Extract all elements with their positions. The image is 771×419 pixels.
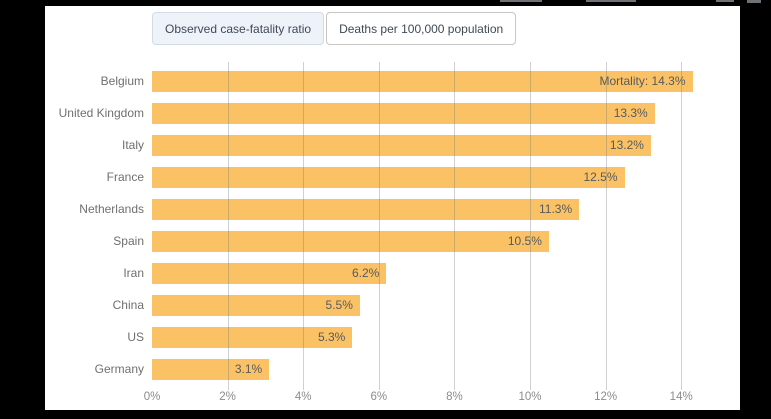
category-axis: Belgium United Kingdom Italy France Netherla… [45, 6, 148, 410]
plot-area: Mortality: 14.3% 13.3% 13.2% 12.5% 11.3% 10.5… [144, 6, 740, 410]
category-label-italy: Italy [121, 138, 144, 152]
x-axis-tick-10pct: 10% [518, 391, 542, 403]
metric-toggle-group: Observed case-fatality ratio Deaths per … [152, 12, 517, 45]
bar-us[interactable]: 5.3% [152, 327, 353, 348]
bar-value-label-netherlands: 11.3% [538, 202, 573, 216]
cropped-text-fragment [747, 0, 761, 3]
bar-united-kingdom[interactable]: 13.3% [152, 103, 655, 124]
bar-value-label-iran: 6.2% [352, 266, 380, 280]
x-axis-tick-0pct: 0% [143, 391, 161, 403]
gridline-14pct [681, 62, 683, 390]
bar-germany[interactable]: 3.1% [152, 359, 270, 380]
tab-observed-case-fatality-ratio[interactable]: Observed case-fatality ratio [152, 12, 325, 45]
gridline-12pct [605, 62, 607, 390]
bar-value-label-france: 12.5% [583, 170, 618, 184]
cropped-text-fragment [716, 0, 734, 2]
tab-deaths-per-100000-population[interactable]: Deaths per 100,000 population [326, 12, 517, 45]
gridline-10pct [530, 62, 531, 390]
category-label-united-kingdom: United Kingdom [58, 106, 144, 120]
bar-netherlands[interactable]: 11.3% [152, 199, 580, 220]
category-label-belgium: Belgium [100, 74, 144, 88]
cropped-text-fragment [586, 0, 636, 2]
bar-value-label-united-kingdom: 13.3% [613, 106, 648, 120]
cropped-text-fragment [500, 0, 542, 2]
bar-italy[interactable]: 13.2% [152, 135, 651, 156]
chart-panel: Observed case-fatality ratio Deaths per … [45, 6, 740, 410]
bar-value-label-belgium: Mortality: 14.3% [599, 74, 686, 88]
x-axis-tick-4pct: 4% [294, 391, 312, 403]
gridline-6pct [378, 62, 380, 390]
category-label-netherlands: Netherlands [79, 202, 144, 216]
category-label-us: US [127, 330, 144, 344]
x-axis-tick-2pct: 2% [219, 391, 236, 403]
bar-spain[interactable]: 10.5% [152, 231, 549, 252]
category-label-spain: Spain [113, 234, 144, 248]
bar-value-label-spain: 10.5% [507, 234, 542, 248]
bar-belgium[interactable]: Mortality: 14.3% [152, 71, 693, 92]
gridline-8pct [454, 62, 456, 390]
x-axis-tick-8pct: 8% [446, 391, 463, 403]
bar-value-label-us: 5.3% [317, 330, 346, 344]
x-axis-tick-14pct: 14% [669, 391, 693, 403]
category-label-germany: Germany [94, 362, 144, 376]
category-label-china: China [112, 298, 144, 312]
gridline-4pct [303, 62, 305, 390]
category-label-france: France [106, 170, 144, 184]
bar-iran[interactable]: 6.2% [152, 263, 387, 284]
bar-value-label-china: 5.5% [325, 298, 353, 312]
bar-value-label-germany: 3.1% [234, 362, 263, 376]
bar-value-label-italy: 13.2% [609, 138, 644, 152]
x-axis-tick-6pct: 6% [370, 391, 388, 403]
x-axis-tick-12pct: 12% [594, 391, 618, 403]
gridline-2pct [227, 62, 229, 390]
bar-china[interactable]: 5.5% [152, 295, 360, 316]
bar-france[interactable]: 12.5% [152, 167, 625, 188]
category-label-iran: Iran [123, 266, 144, 280]
